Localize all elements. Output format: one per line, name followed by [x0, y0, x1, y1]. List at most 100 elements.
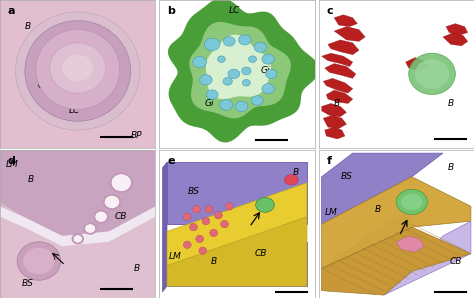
- Ellipse shape: [284, 175, 299, 185]
- Text: Gi: Gi: [37, 81, 47, 90]
- Polygon shape: [322, 177, 471, 268]
- Ellipse shape: [16, 12, 140, 130]
- Ellipse shape: [223, 37, 235, 46]
- Ellipse shape: [109, 172, 133, 193]
- Ellipse shape: [223, 77, 232, 85]
- Text: B: B: [334, 99, 340, 108]
- Text: Gi: Gi: [204, 99, 214, 108]
- Circle shape: [214, 212, 222, 219]
- Ellipse shape: [206, 90, 218, 99]
- Text: B: B: [210, 257, 217, 266]
- Text: Gi: Gi: [85, 77, 95, 86]
- Polygon shape: [323, 115, 346, 129]
- Ellipse shape: [36, 30, 120, 109]
- Polygon shape: [322, 153, 443, 224]
- Polygon shape: [325, 127, 345, 139]
- Polygon shape: [446, 24, 468, 35]
- Text: e: e: [167, 156, 174, 166]
- Text: B: B: [25, 22, 31, 31]
- Ellipse shape: [104, 195, 120, 209]
- Text: B: B: [28, 175, 34, 184]
- Polygon shape: [190, 23, 290, 118]
- Polygon shape: [396, 236, 424, 252]
- Ellipse shape: [251, 96, 263, 105]
- Polygon shape: [384, 221, 471, 295]
- Ellipse shape: [242, 67, 251, 75]
- Polygon shape: [167, 162, 307, 224]
- Circle shape: [183, 213, 191, 221]
- Circle shape: [193, 206, 201, 213]
- Polygon shape: [0, 150, 155, 236]
- Text: B: B: [374, 205, 381, 214]
- Circle shape: [202, 218, 210, 225]
- Ellipse shape: [254, 42, 266, 52]
- Text: BS: BS: [188, 187, 200, 196]
- Text: LM: LM: [6, 160, 19, 170]
- Circle shape: [183, 241, 191, 249]
- Ellipse shape: [228, 69, 240, 79]
- Circle shape: [190, 224, 197, 231]
- Ellipse shape: [255, 198, 274, 212]
- Text: b: b: [167, 6, 175, 16]
- Text: CB: CB: [254, 249, 266, 258]
- Ellipse shape: [219, 100, 233, 110]
- Text: BP: BP: [131, 131, 143, 140]
- Ellipse shape: [401, 194, 423, 210]
- Text: LM: LM: [168, 252, 181, 261]
- Polygon shape: [325, 63, 356, 78]
- Polygon shape: [322, 227, 471, 295]
- Ellipse shape: [200, 74, 212, 85]
- Text: LC: LC: [228, 6, 239, 15]
- Polygon shape: [169, 0, 319, 142]
- Text: B: B: [293, 168, 299, 177]
- Ellipse shape: [73, 235, 82, 243]
- Ellipse shape: [23, 248, 55, 274]
- Polygon shape: [334, 15, 357, 27]
- Polygon shape: [0, 217, 155, 298]
- Ellipse shape: [111, 174, 131, 192]
- Ellipse shape: [396, 189, 428, 215]
- Ellipse shape: [17, 242, 61, 280]
- Text: c: c: [326, 6, 333, 16]
- Ellipse shape: [242, 80, 250, 86]
- Text: B: B: [447, 163, 454, 173]
- Ellipse shape: [236, 101, 248, 111]
- Ellipse shape: [85, 224, 96, 233]
- Polygon shape: [322, 103, 346, 117]
- Text: LM: LM: [325, 208, 337, 217]
- Circle shape: [196, 235, 203, 243]
- Ellipse shape: [95, 211, 107, 222]
- Polygon shape: [443, 32, 468, 46]
- Text: BS: BS: [341, 172, 353, 181]
- Circle shape: [225, 203, 233, 210]
- Circle shape: [199, 247, 207, 254]
- Ellipse shape: [218, 56, 225, 62]
- Ellipse shape: [415, 59, 449, 89]
- Polygon shape: [334, 27, 365, 41]
- Polygon shape: [167, 242, 307, 286]
- Polygon shape: [406, 58, 428, 71]
- Ellipse shape: [193, 56, 207, 68]
- Circle shape: [221, 221, 228, 228]
- Ellipse shape: [262, 54, 274, 64]
- Polygon shape: [167, 217, 307, 286]
- Polygon shape: [0, 206, 155, 246]
- Ellipse shape: [83, 222, 97, 235]
- Circle shape: [210, 229, 218, 237]
- Polygon shape: [167, 183, 307, 266]
- Ellipse shape: [25, 21, 131, 121]
- Text: B: B: [134, 264, 140, 273]
- Text: BS: BS: [22, 279, 34, 288]
- Ellipse shape: [248, 56, 256, 62]
- Ellipse shape: [62, 55, 93, 81]
- Text: CB: CB: [449, 257, 462, 266]
- Polygon shape: [328, 40, 359, 55]
- Text: Gi: Gi: [260, 66, 270, 75]
- Polygon shape: [163, 162, 167, 292]
- Text: d: d: [8, 156, 16, 166]
- Text: a: a: [8, 6, 15, 16]
- Text: CB: CB: [115, 212, 128, 221]
- Ellipse shape: [93, 209, 109, 224]
- Ellipse shape: [238, 35, 251, 45]
- Text: f: f: [326, 156, 331, 166]
